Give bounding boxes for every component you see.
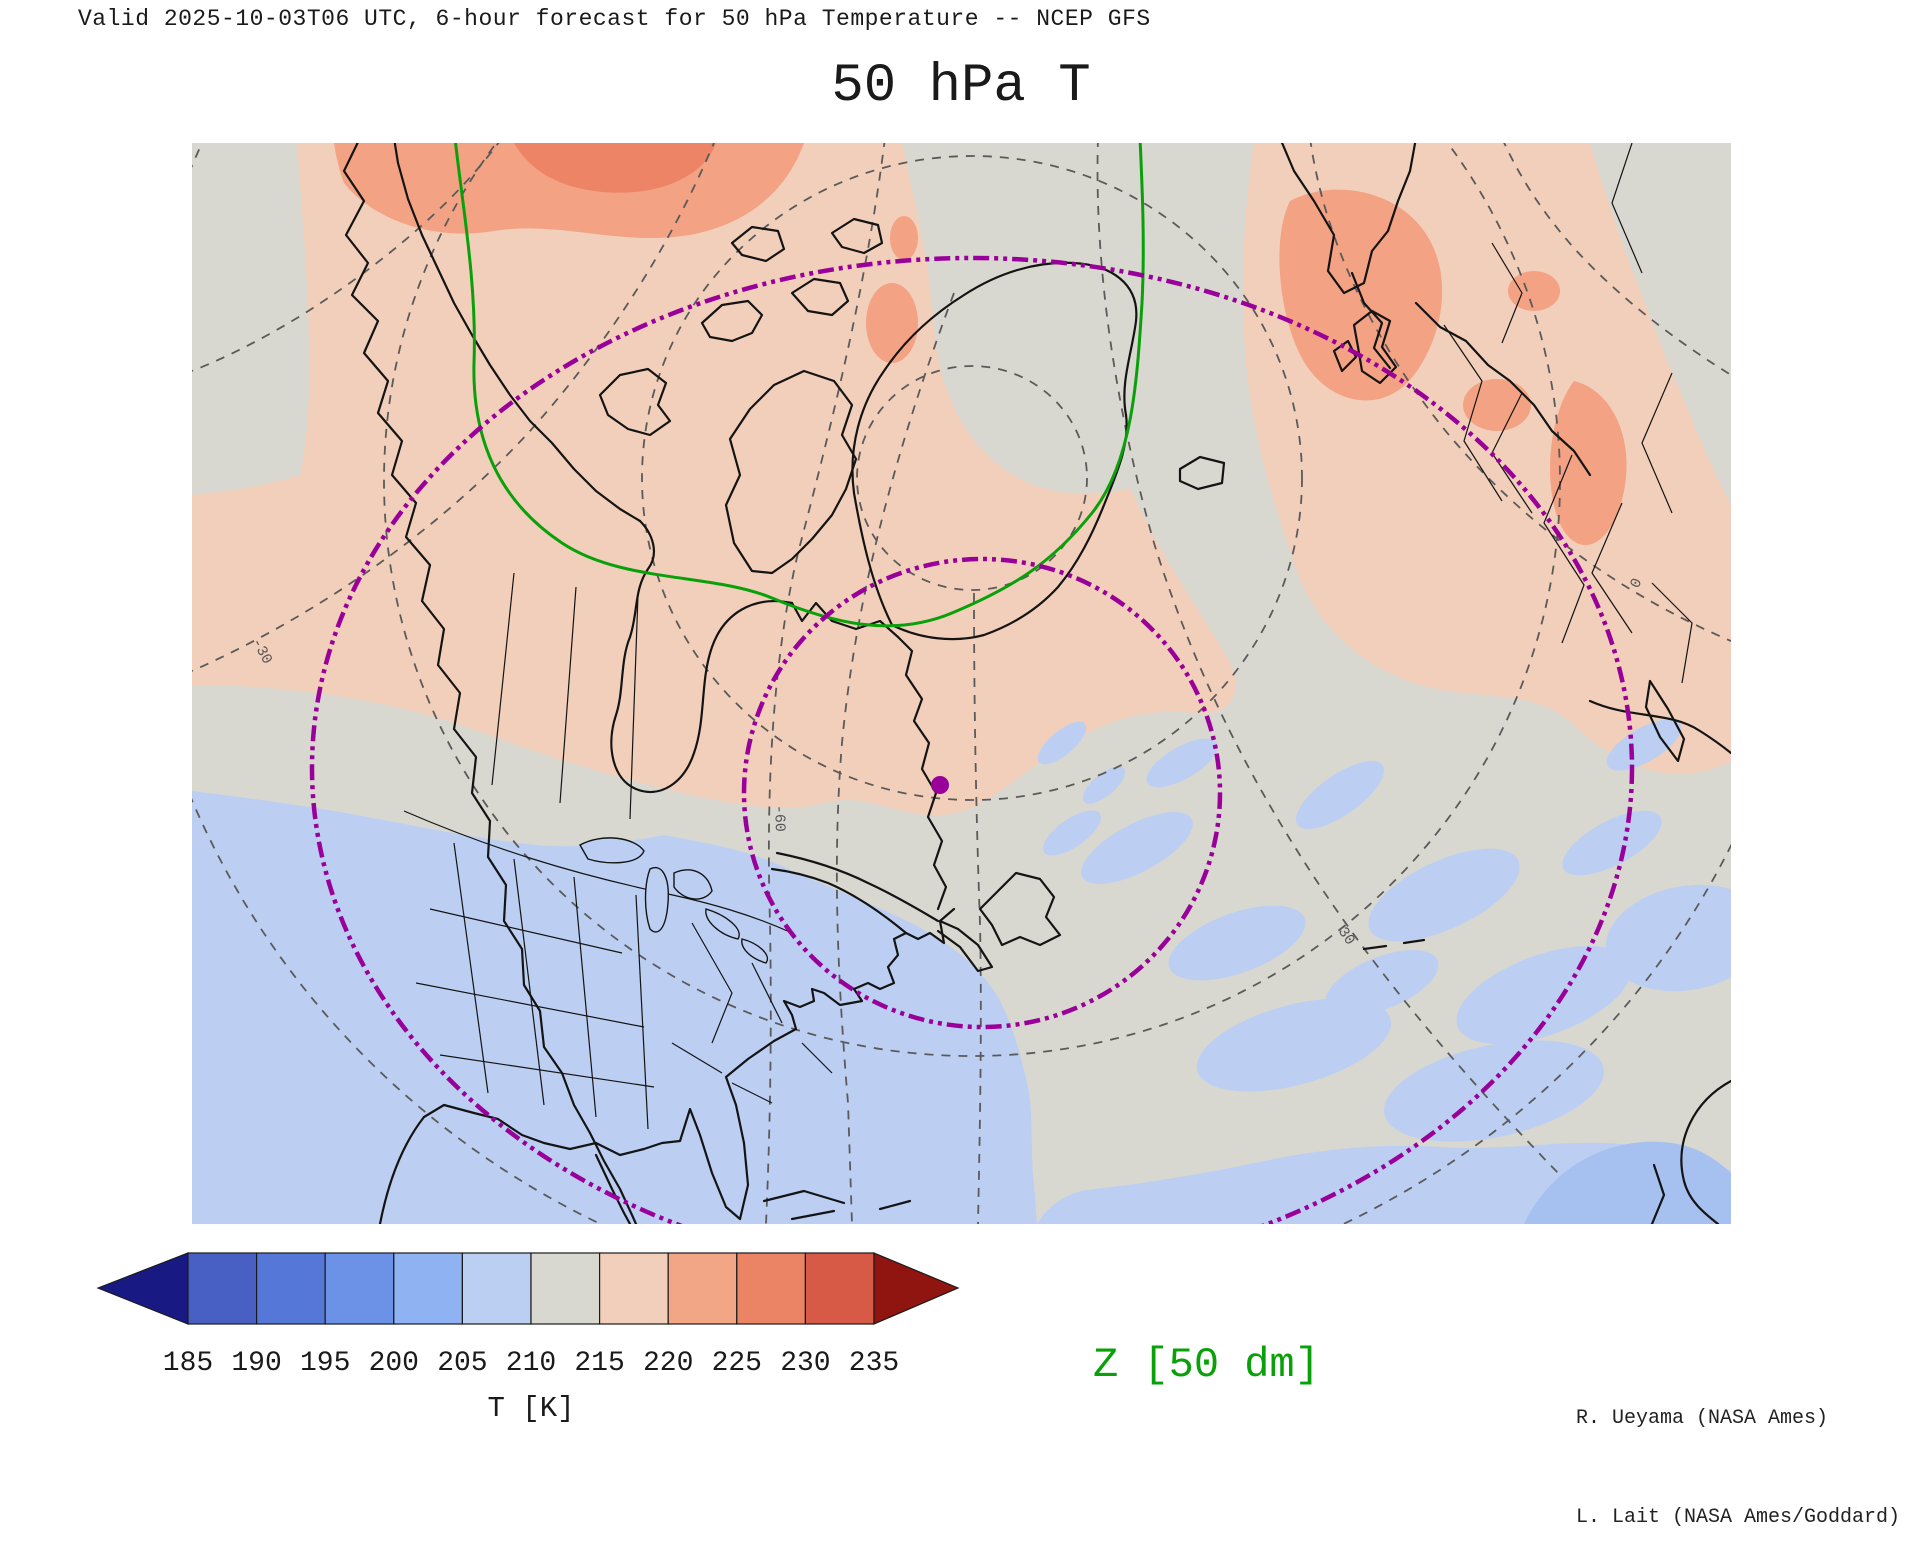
fill-220-225-east xyxy=(1550,381,1627,546)
vortex-center-dot xyxy=(931,776,949,794)
coast-cuba xyxy=(762,1189,846,1205)
fill-220-225-spot xyxy=(890,216,918,260)
colorbar-cell xyxy=(530,1252,601,1325)
temperature-fill-layer xyxy=(192,143,1731,1224)
fill-205-210-us xyxy=(192,791,1037,1224)
coast-scandinavia xyxy=(1280,143,1417,295)
credits: R. Ueyama (NASA Ames) L. Lait (NASA Ames… xyxy=(1576,1336,1900,1567)
colorbar-tick: 235 xyxy=(849,1348,899,1379)
coast-greenland xyxy=(851,261,1138,641)
coast-nova-scotia xyxy=(936,919,994,973)
colorbar-tick: 185 xyxy=(163,1348,213,1379)
colorbar-tick: 205 xyxy=(437,1348,487,1379)
colorbar-tick: 225 xyxy=(712,1348,762,1379)
colorbar-cell xyxy=(599,1252,669,1325)
coast-mexico-gulf xyxy=(378,1115,426,1224)
credit-line-2: L. Lait (NASA Ames/Goddard) xyxy=(1576,1506,1901,1529)
contour-fragment xyxy=(1362,944,1388,951)
fill-205-210-atlantic-patches xyxy=(1037,719,1731,1142)
colorbar-tick: 190 xyxy=(231,1348,281,1379)
coast-hispaniola xyxy=(790,1209,836,1221)
coast-arctic-island xyxy=(830,217,884,255)
colorbar-cell xyxy=(324,1252,395,1325)
colorbar-over-arrow xyxy=(873,1252,960,1325)
coast-arctic-island xyxy=(730,225,786,263)
great-lakes xyxy=(579,837,769,964)
colorbar-cell xyxy=(393,1252,463,1325)
colorbar-cell xyxy=(804,1252,875,1325)
colorbar-cell xyxy=(461,1252,532,1325)
contour-fragment xyxy=(1402,938,1426,945)
coast-newfoundland xyxy=(978,871,1062,947)
coast-st-lawrence xyxy=(770,867,908,935)
coast-island xyxy=(1650,1163,1666,1224)
coast-baltic xyxy=(1350,271,1392,370)
vortex-edge-layer xyxy=(309,255,1635,1224)
colorbar-tick: 195 xyxy=(300,1348,350,1379)
colorbar-under-arrow xyxy=(96,1252,189,1325)
height-contour-legend-label: Z [50 dm] xyxy=(1093,1341,1320,1389)
colorbar-axis-label: T [K] xyxy=(487,1392,574,1425)
colorbar-cell xyxy=(736,1252,806,1325)
coast-hudson-bay xyxy=(610,519,794,794)
lake-ontario xyxy=(741,938,769,964)
border-layer xyxy=(403,143,1693,1130)
coast-baja xyxy=(594,1153,632,1224)
colorbar-tick: 215 xyxy=(574,1348,624,1379)
coast-island xyxy=(878,1199,912,1211)
colorbar-tick: 210 xyxy=(506,1348,556,1379)
graticule-label: -60 xyxy=(770,805,788,833)
lake-michigan xyxy=(644,866,669,933)
temperature-colorbar: 185 190 195 200 205 210 215 220 225 230 … xyxy=(96,1252,960,1425)
credit-line-1: R. Ueyama (NASA Ames) xyxy=(1576,1407,1829,1430)
lake-huron xyxy=(673,869,713,900)
weather-map: -30 -60 30 0 xyxy=(192,143,1731,1224)
height-contour-legend: Z [50 dm] xyxy=(1093,1341,1320,1389)
coast-iceland xyxy=(1178,455,1226,491)
coast-italy xyxy=(1644,679,1686,763)
coast-arctic-island xyxy=(790,277,850,317)
colorbar-tick: 200 xyxy=(369,1348,419,1379)
lake-superior xyxy=(579,837,645,864)
coast-gulf-east xyxy=(422,907,956,1221)
coast-africa xyxy=(1680,1079,1731,1224)
coast-baffin-island xyxy=(724,369,858,575)
fill-225-230-spot xyxy=(514,143,716,193)
coast-arctic-island xyxy=(700,299,764,343)
colorbar-cell xyxy=(667,1252,738,1325)
coast-mediterranean xyxy=(1588,699,1731,755)
coast-st-lawrence-north xyxy=(775,851,940,923)
fill-220-225-spot xyxy=(1463,379,1531,431)
coast-labrador xyxy=(790,601,948,911)
fill-220-225-spot xyxy=(866,283,918,363)
colorbar-cell xyxy=(187,1252,258,1325)
geopotential-contour xyxy=(454,143,1145,628)
plot-title: 50 hPa T xyxy=(831,56,1091,117)
colorbar-tick: 230 xyxy=(780,1348,830,1379)
lake-erie xyxy=(705,908,740,940)
colorbar-tick-labels: 185 190 195 200 205 210 215 220 225 230 … xyxy=(163,1348,899,1379)
colorbar-tick: 220 xyxy=(643,1348,693,1379)
header-text: Valid 2025-10-03T06 UTC, 6-hour forecast… xyxy=(78,6,1151,32)
vortex-edge-inner xyxy=(741,556,1223,1030)
vortex-edge-outer xyxy=(309,255,1635,1224)
coast-arctic xyxy=(393,143,642,523)
fill-220-225-spot xyxy=(1508,271,1560,311)
fill-200-205-corner xyxy=(1524,1141,1731,1224)
coast-victoria-island xyxy=(598,367,672,437)
graticule-layer xyxy=(192,143,1731,1224)
colorbar-cell xyxy=(256,1252,326,1325)
